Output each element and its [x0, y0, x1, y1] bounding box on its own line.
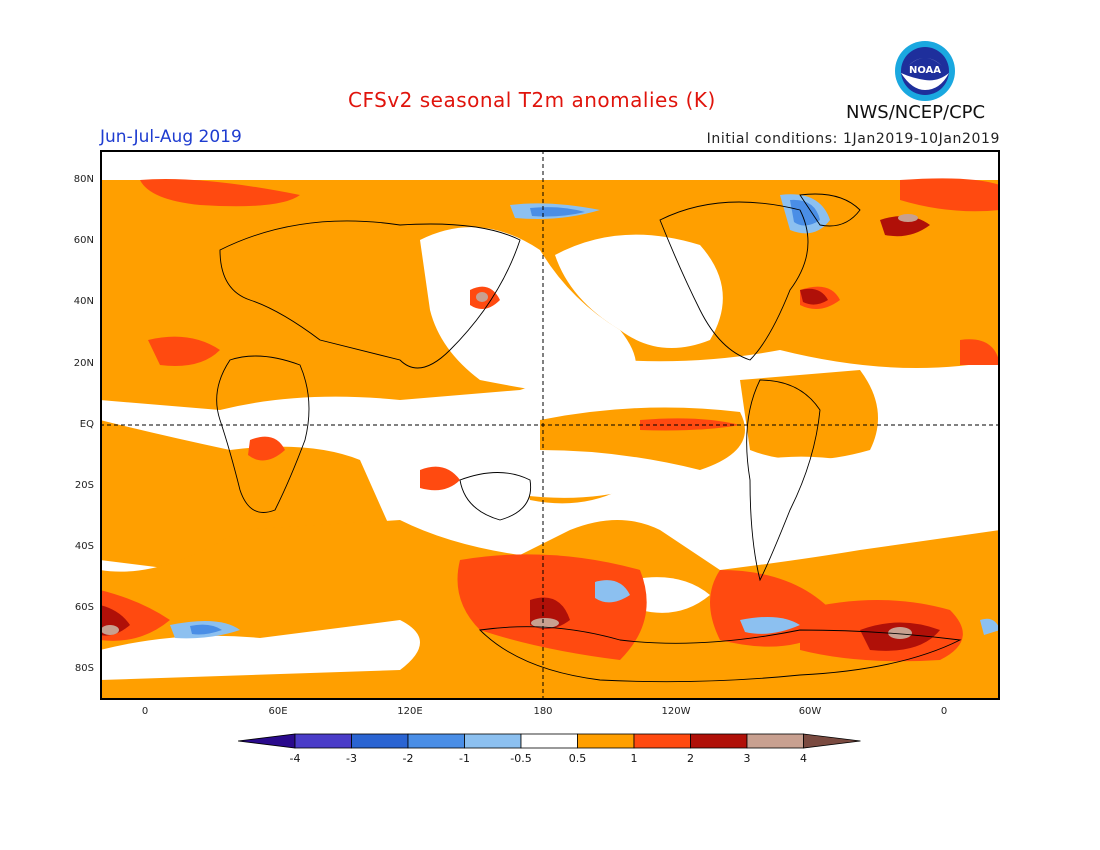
colorbar-label: 0.5: [569, 752, 587, 765]
colorbar-swatch: [633, 733, 691, 749]
lat-label: 80N: [73, 174, 94, 185]
colorbar-swatch: [294, 733, 352, 749]
lon-label: 60W: [798, 706, 822, 717]
lon-label: 180: [533, 706, 553, 717]
anomaly-regions-near-zero: [100, 227, 890, 680]
colorbar-swatch: [520, 733, 578, 749]
lon-label: 120E: [397, 706, 423, 717]
colorbar-swatch: [803, 733, 861, 749]
colorbar-swatch: [407, 733, 465, 749]
lon-label: 0: [141, 706, 149, 717]
lat-label: EQ: [79, 419, 94, 430]
coastlines: [216, 193, 962, 683]
colorbar-label: 3: [744, 752, 751, 765]
lat-label: 40S: [74, 541, 94, 552]
lon-label: 120W: [661, 706, 691, 717]
anomaly-regions-below-1: [190, 199, 820, 635]
lat-label: 60N: [73, 235, 94, 246]
lat-label: 20S: [74, 480, 94, 491]
map-frame: [100, 150, 1000, 700]
colorbar-label: -3: [346, 752, 357, 765]
lat-label: 40N: [73, 296, 94, 307]
colorbar-label: 2: [687, 752, 694, 765]
anomaly-regions-above-3: [101, 214, 918, 639]
svg-text:NOAA: NOAA: [909, 65, 941, 76]
colorbar-label: 1: [631, 752, 638, 765]
organization-label: NWS/NCEP/CPC: [846, 102, 986, 123]
colorbar-swatch: [690, 733, 748, 749]
colorbar-label: -1: [459, 752, 470, 765]
colorbar-label: -4: [290, 752, 301, 765]
colorbar-swatch: [746, 733, 804, 749]
colorbar-swatch: [351, 733, 409, 749]
colorbar-label: 4: [800, 752, 807, 765]
colorbar-swatch: [577, 733, 635, 749]
lon-label: 60E: [268, 706, 288, 717]
chart-title: CFSv2 seasonal T2m anomalies (K): [348, 88, 716, 112]
noaa-logo-icon: NOAA: [895, 41, 955, 101]
season-label: Jun-Jul-Aug 2019: [100, 127, 242, 147]
colorbar: -4 -3 -2 -1 -0.5 0.5 1 2 3 4: [238, 733, 861, 765]
colorbar-label: -0.5: [510, 752, 531, 765]
colorbar-swatch: [464, 733, 522, 749]
colorbar-label: -2: [403, 752, 414, 765]
lat-label: 60S: [74, 602, 94, 613]
lon-label: 0: [940, 706, 948, 717]
lat-label: 80S: [74, 663, 94, 674]
lat-label: 20N: [73, 358, 94, 369]
anomaly-map: [100, 150, 1000, 700]
colorbar-swatch: [238, 733, 296, 749]
initial-conditions-label: Initial conditions: 1Jan2019-10Jan2019: [706, 131, 1000, 147]
